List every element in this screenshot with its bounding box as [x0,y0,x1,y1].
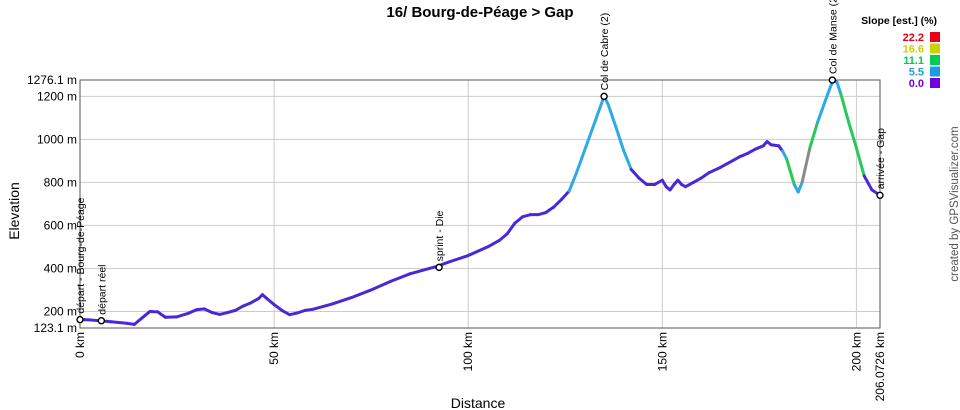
profile-segment [629,168,641,180]
profile-segment [823,88,831,103]
legend-swatch [930,78,940,88]
waypoint-marker [828,76,837,84]
legend-value: 16.6 [903,44,924,56]
y-tick-label: 1200 m [37,89,77,103]
profile-segment [389,272,412,283]
profile-segment [847,120,858,150]
profile-segment [567,170,579,193]
x-axis-title: Distance [451,395,506,410]
x-tick-label: 0 km [73,332,87,358]
profile-segment [575,148,587,174]
profile-segment [835,80,843,96]
profile-segment [559,189,571,202]
waypoint-label: arrivée - Gap [875,128,887,189]
profile-segment [788,170,796,187]
waypoint-label: Col de Manse (2) [827,0,839,74]
profile-segment [808,120,820,150]
waypoint-marker [76,315,84,324]
profile-segment [583,127,594,152]
profile-segment [486,238,501,249]
profile-segment [796,180,804,194]
legend-swatch [930,43,940,54]
legend-value: 0.0 [909,78,924,90]
profile-segment [544,205,556,215]
profile-segment [707,165,723,175]
profile-segment [447,254,470,264]
legend-swatch [930,66,940,77]
grid [79,79,881,329]
waypoint-label: Col de Cabre (2) [599,13,611,91]
profile-segment [311,302,334,311]
waypoint-label: départ - Bourg-de-Péage [75,197,87,313]
legend-title: Slope [est.] (%) [861,15,937,27]
profile-segment [330,295,354,306]
y-axis-title: Elevation [6,182,22,240]
y-tick-label: 200 m [44,304,77,318]
y-tick-label: 600 m [44,218,77,232]
profile-segment [408,266,431,276]
y-tick-label: 123.1 m [34,321,77,335]
x-tick-label: 50 km [267,332,281,365]
profile-segment [839,92,851,124]
x-tick-label: 100 km [461,332,475,371]
elevation-profile [78,78,882,326]
waypoint-marker [876,191,884,200]
profile-segment [637,176,649,187]
waypoint-label: sprint - Die [434,210,446,261]
waypoint-marker [435,263,443,272]
profile-segment [156,310,167,319]
x-tick-label: 206.0726 km [873,332,887,401]
x-tick-label: 150 km [655,332,669,371]
waypoint-marker [600,92,608,101]
profile-segment [590,105,602,131]
waypoint-marker [97,317,106,325]
profile-segment [505,221,517,236]
x-axis-ticks: 0 km 50 km 100 km 150 km 200 km 206.0726 km [73,332,887,401]
profile-segment [719,159,734,169]
profile-segment [109,320,129,325]
waypoint-label: départ réel [96,265,108,315]
profile-segment [614,124,625,152]
legend-swatch [930,32,940,42]
y-tick-label: 800 m [44,175,77,189]
y-tick-label: 400 m [44,261,77,275]
credit-text: created by GPSVisualizer.com [949,126,960,281]
x-tick-label: 200 km [849,332,863,371]
profile-segment [785,157,792,174]
profile-segment [862,174,874,192]
chart-title: 16/ Bourg-de-Péage > Gap [386,4,573,21]
y-axis-ticks: 123.1 m 200 m 400 m 600 m 800 m 1000 m 1200 m 1… [27,73,77,335]
profile-segment [466,245,490,258]
profile-segment [800,146,812,184]
profile-segment [854,146,866,178]
legend-swatch [930,55,940,65]
profile-segment [622,148,633,171]
profile-segment [816,99,827,124]
profile-segment [497,232,509,242]
profile-segment [513,215,525,225]
legend-value: 22.2 [903,32,924,44]
plot-frame [79,79,881,329]
profile-segment [175,311,191,319]
profile-segment [264,296,276,307]
waypoints: départ - Bourg-de-Péage départ réel sprint… [75,0,887,325]
profile-segment [272,303,284,312]
legend-value: 11.1 [903,55,924,67]
profile-segment [350,288,373,299]
profile-segment [699,171,711,180]
y-tick-label: 1276.1 m [27,73,77,87]
y-tick-label: 1000 m [37,132,77,146]
legend-value: 5.5 [909,67,924,79]
profile-segment [369,279,393,292]
profile-segment [552,198,563,209]
slope-legend: Slope [est.] (%) 22.216.611.15.50.0 [861,15,940,90]
profile-segment [606,102,618,128]
